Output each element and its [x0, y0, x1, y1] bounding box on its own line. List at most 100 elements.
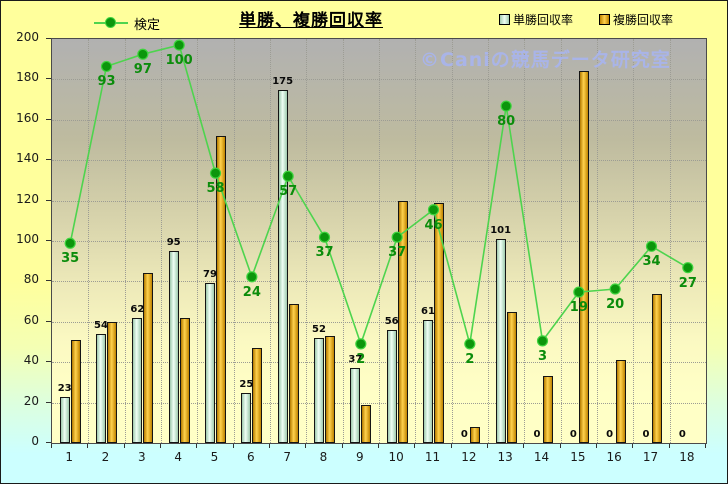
line-series-marker-icon [94, 17, 128, 29]
y-tick-label: 100 [16, 232, 39, 246]
x-tick-mark [123, 444, 125, 448]
line-point-label: 27 [678, 275, 697, 291]
win-bar [132, 317, 143, 443]
y-tick-mark [46, 401, 51, 403]
x-tick-mark [341, 444, 343, 448]
line-point [64, 237, 76, 249]
place-bar [397, 200, 408, 443]
line-point-label: 37 [315, 245, 334, 261]
win-bar-label: 79 [203, 269, 217, 281]
place-bar [434, 202, 444, 443]
y-tick-label: 120 [16, 191, 39, 206]
y-tick-mark [46, 118, 51, 120]
line-point-label: 100 [165, 53, 193, 69]
x-tick-label: 13 [497, 450, 513, 464]
vertical-gridline [560, 39, 562, 443]
place-bar [652, 293, 662, 443]
place-bar [107, 321, 117, 443]
line-point-label: 34 [642, 254, 661, 270]
line-point [645, 240, 658, 252]
place-bar [361, 404, 372, 443]
line-point [391, 231, 403, 243]
win-bar [423, 319, 433, 443]
line-point-label: 19 [569, 300, 588, 316]
line-point [173, 39, 185, 51]
x-tick-label: 7 [283, 450, 291, 464]
line-point-label: 46 [424, 217, 443, 233]
win-bar [168, 251, 179, 443]
win-bar-label: 0 [606, 429, 614, 440]
vertical-gridline [124, 39, 126, 443]
win-bar-label: 101 [490, 224, 512, 236]
vertical-gridline [524, 39, 526, 443]
place-bar [325, 335, 335, 443]
y-tick-label: 20 [23, 393, 39, 408]
line-point [464, 338, 476, 350]
y-tick-mark [46, 159, 51, 161]
vertical-gridline [633, 39, 635, 443]
x-tick-label: 14 [533, 450, 550, 464]
y-tick-label: 160 [16, 110, 39, 125]
line-point [682, 262, 694, 274]
x-tick-mark [668, 444, 670, 448]
place-bar [179, 317, 190, 443]
win-bar-label: 61 [421, 305, 435, 317]
win-legend-swatch-icon [499, 14, 510, 25]
vertical-gridline [451, 39, 453, 443]
line-point-label: 3 [537, 348, 548, 364]
line-series-path [69, 44, 689, 347]
line-point-label: 93 [97, 74, 116, 90]
line-point [282, 170, 294, 182]
x-tick-label: 15 [570, 450, 586, 464]
win-bar-label: 37 [348, 354, 363, 366]
place-bar [70, 339, 81, 443]
y-tick-mark [46, 199, 51, 201]
line-point-label: 2 [465, 351, 475, 367]
vertical-gridline [415, 39, 417, 443]
win-bar [350, 368, 361, 443]
legend-line-item: 検定 [94, 15, 161, 33]
x-tick-label: 2 [101, 450, 110, 464]
x-tick-mark [196, 444, 198, 448]
x-tick-mark [632, 444, 634, 448]
win-bar-label: 175 [272, 75, 294, 87]
line-point [209, 167, 222, 179]
line-point [246, 271, 258, 283]
line-point-label: 37 [388, 245, 407, 261]
line-point-label: 24 [242, 284, 261, 300]
vertical-gridline [342, 39, 344, 443]
x-tick-mark [232, 444, 234, 448]
x-tick-label: 18 [679, 450, 695, 464]
y-tick-mark [46, 442, 51, 443]
vertical-gridline [161, 39, 162, 443]
line-point [100, 60, 113, 73]
x-tick-mark [160, 444, 161, 448]
x-tick-label: 16 [606, 450, 622, 464]
line-series [64, 39, 694, 350]
vertical-gridline [197, 39, 199, 443]
x-tick-label: 9 [356, 450, 364, 464]
win-bar-label: 0 [460, 429, 468, 440]
vertical-gridline [669, 39, 671, 443]
y-tick-mark [46, 320, 51, 322]
y-tick-label: 180 [16, 70, 39, 85]
x-tick-label: 3 [138, 450, 146, 464]
chart-title: 単勝、複勝回収率 [239, 11, 383, 31]
y-tick-label: 80 [23, 272, 39, 287]
win-bar-label: 52 [312, 323, 326, 335]
win-bar [59, 396, 70, 443]
plot-area: ©Caniの競馬データ研究室 23 54 62 95 79 25 175 52 37 56 61 0 1… [51, 38, 707, 444]
y-tick-label: 200 [16, 30, 39, 44]
line-point [500, 100, 512, 112]
x-tick-label: 11 [424, 450, 441, 464]
line-point-label: 35 [61, 251, 80, 267]
win-bar-label: 54 [94, 319, 108, 331]
line-point-label: 58 [206, 181, 225, 197]
legend-line-label: 検定 [134, 17, 161, 33]
win-bar [386, 329, 397, 443]
x-tick-mark [269, 444, 270, 448]
win-bar-label: 0 [533, 429, 541, 440]
win-bar-label: 25 [239, 378, 254, 390]
place-bar [288, 303, 299, 443]
